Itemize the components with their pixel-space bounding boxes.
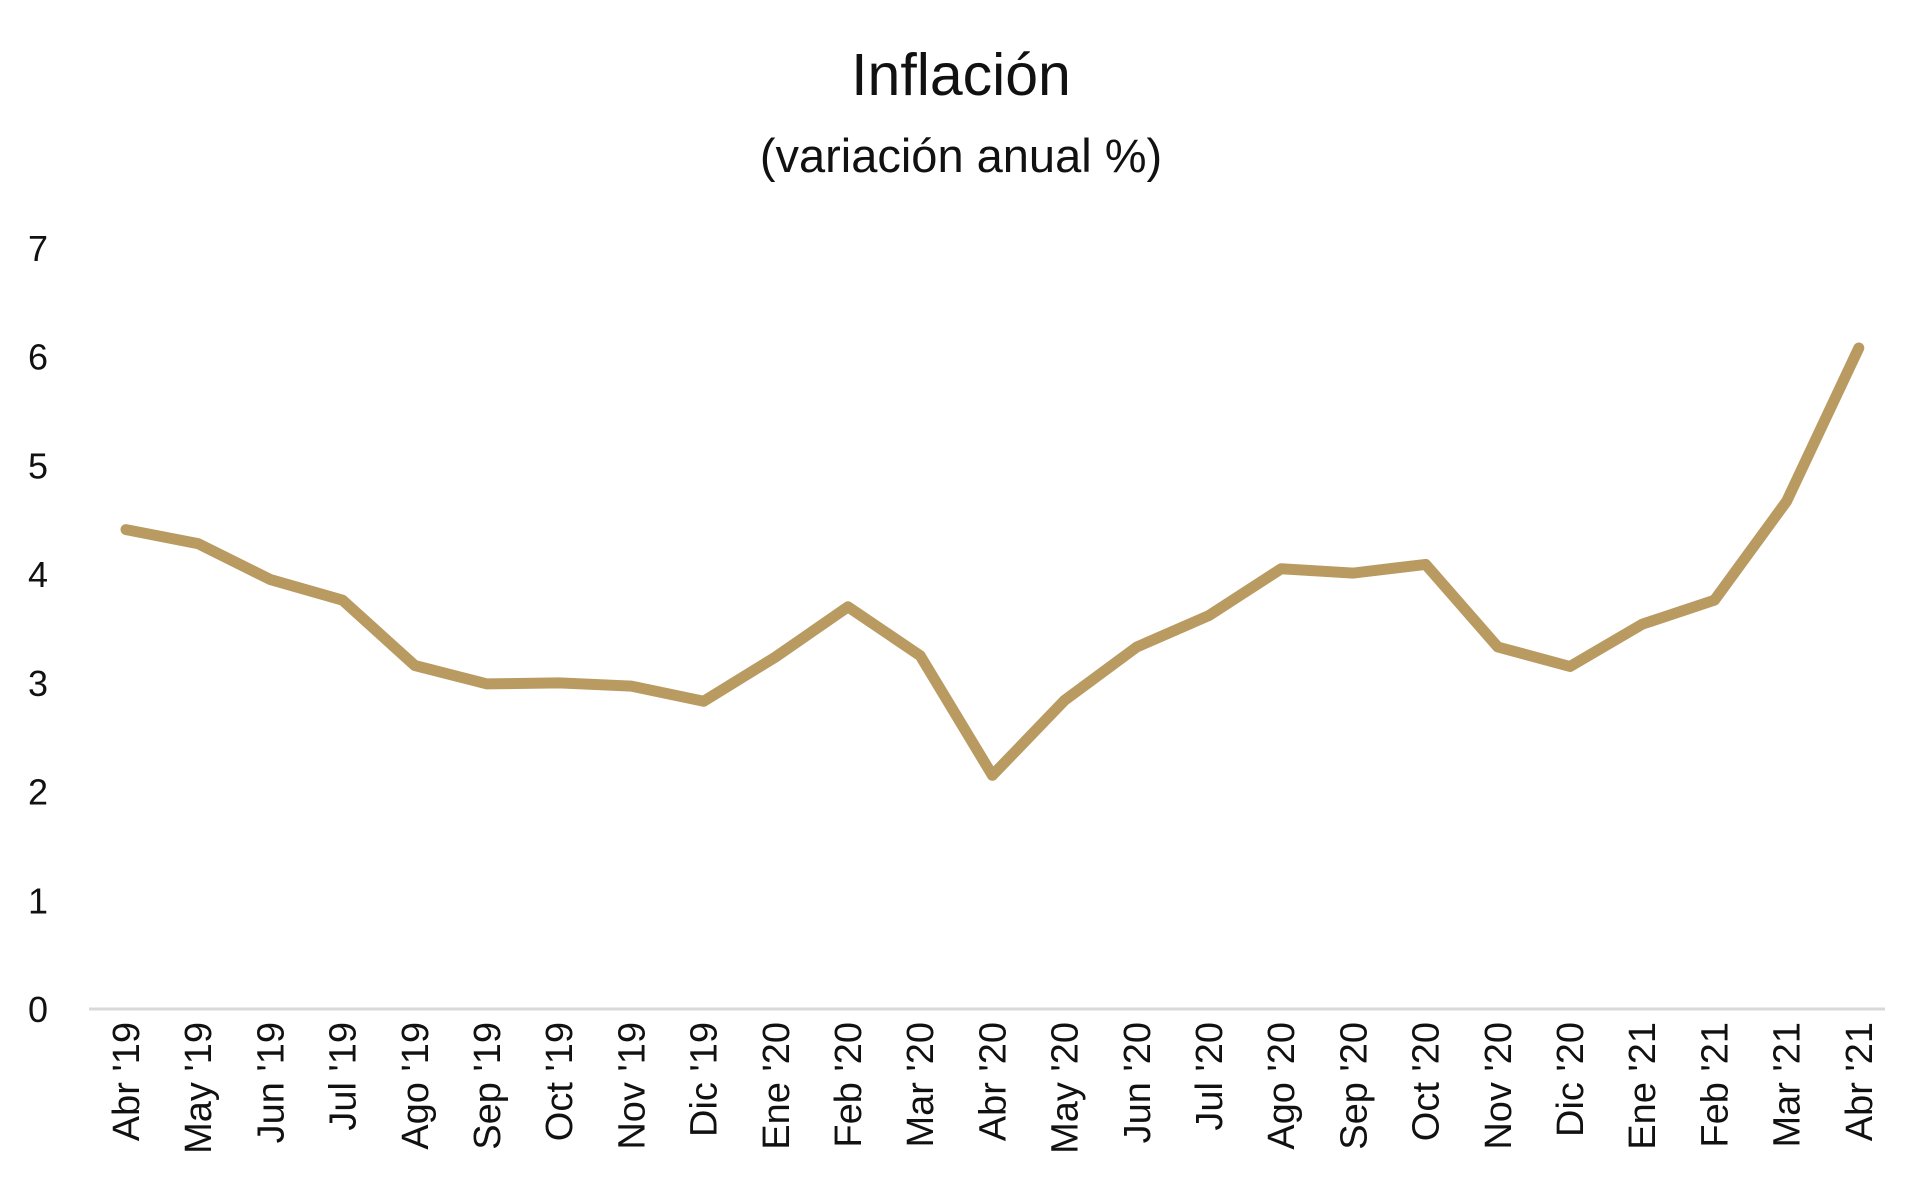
x-tick-label: Abr '21 [1839, 1022, 1881, 1141]
data-point [265, 575, 275, 585]
data-point [987, 770, 997, 780]
x-tick-label: Ago '19 [395, 1022, 437, 1150]
y-tick-label: 7 [28, 228, 48, 269]
data-point [1060, 695, 1070, 705]
x-tick-label: Ene '20 [756, 1022, 798, 1150]
y-tick-label: 4 [28, 554, 48, 595]
data-point [1348, 568, 1358, 578]
data-point [1637, 619, 1647, 629]
x-tick-label: Nov '19 [611, 1022, 653, 1150]
x-tick-label: Dic '19 [684, 1022, 726, 1137]
data-point [1854, 343, 1864, 353]
x-tick-label: Oct '20 [1406, 1022, 1448, 1141]
x-tick-label: Sep '19 [467, 1022, 509, 1150]
x-tick-label: Dic '20 [1550, 1022, 1592, 1137]
series-layer [120, 342, 1865, 781]
y-tick-label: 5 [28, 445, 48, 486]
data-point [915, 651, 925, 661]
data-point [843, 602, 853, 612]
data-point [410, 660, 420, 670]
x-tick-label: Mar '21 [1767, 1022, 1809, 1148]
y-tick-label: 2 [28, 772, 48, 813]
data-point [554, 678, 564, 688]
data-point [482, 679, 492, 689]
data-point [1276, 564, 1286, 574]
x-tick-label: May '20 [1045, 1022, 1087, 1154]
data-point [193, 539, 203, 549]
x-tick-label: Jun '20 [1117, 1022, 1159, 1143]
chart-subtitle: (variación anual %) [760, 129, 1162, 182]
data-point [1709, 595, 1719, 605]
y-tick-label: 3 [28, 663, 48, 704]
data-point [1782, 496, 1792, 506]
x-tick-label: Oct '19 [539, 1022, 581, 1141]
chart-title: Inflación [851, 42, 1071, 108]
x-tick-label: Abr '20 [972, 1022, 1014, 1141]
data-point [121, 525, 131, 535]
x-tick-label: Jul '20 [1189, 1022, 1231, 1131]
data-point [338, 595, 348, 605]
data-point [699, 696, 709, 706]
x-tick-label: Feb '21 [1694, 1022, 1736, 1148]
y-tick-label: 6 [28, 337, 48, 378]
data-point [1493, 642, 1503, 652]
data-point [1421, 559, 1431, 569]
x-tick-label: Jun '19 [250, 1022, 292, 1143]
y-tick-label: 1 [28, 880, 48, 921]
data-point [1132, 642, 1142, 652]
x-tick-label: Mar '20 [900, 1022, 942, 1148]
data-point [626, 681, 636, 691]
data-point [771, 652, 781, 662]
y-tick-label: 0 [28, 989, 48, 1030]
x-tick-label: Jul '19 [323, 1022, 365, 1131]
x-tick-label: Feb '20 [828, 1022, 870, 1148]
x-tick-label: Ago '20 [1261, 1022, 1303, 1150]
x-tick-label: Ene '21 [1622, 1022, 1664, 1150]
x-tick-label: Abr '19 [106, 1022, 148, 1141]
x-axis: Abr '19 May '19 Jun '19 Jul '19 Ago '19 Sep '… [106, 1022, 1881, 1154]
x-tick-label: May '19 [178, 1022, 220, 1154]
data-point [1204, 610, 1214, 620]
series-line-inflacion [120, 342, 1865, 781]
x-tick-label: Sep '20 [1333, 1022, 1375, 1150]
data-point [1565, 662, 1575, 672]
x-tick-label: Nov '20 [1478, 1022, 1520, 1150]
y-axis: 0 1 2 3 4 5 6 7 [28, 228, 48, 1030]
